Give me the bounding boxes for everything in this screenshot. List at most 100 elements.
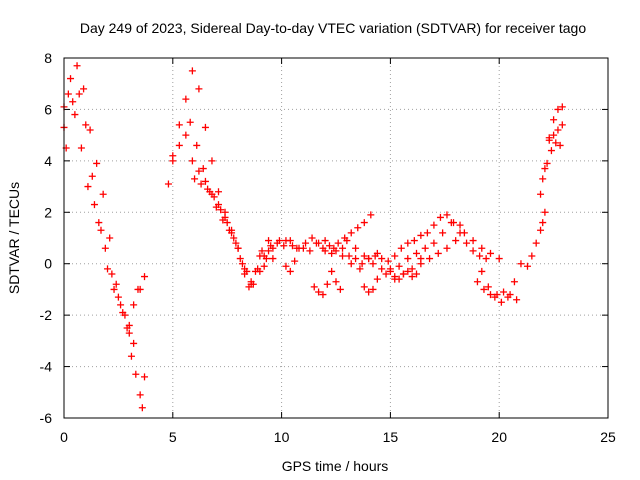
data-point-marker <box>528 252 536 260</box>
data-point-marker <box>104 265 112 273</box>
data-point-marker <box>480 285 488 293</box>
data-points <box>60 62 566 412</box>
data-point-marker <box>413 249 421 257</box>
data-point-marker <box>365 255 373 263</box>
y-tick-label: -2 <box>40 307 53 323</box>
data-point-marker <box>69 98 77 106</box>
data-point-marker <box>269 244 277 252</box>
data-point-marker <box>356 265 364 273</box>
data-point-marker <box>275 237 283 245</box>
data-point-marker <box>497 298 505 306</box>
grid-lines <box>64 58 608 418</box>
data-point-marker <box>358 260 366 268</box>
data-point-marker <box>188 157 196 165</box>
data-point-marker <box>486 249 494 257</box>
data-point-marker <box>286 267 294 275</box>
y-tick-label: 2 <box>44 204 52 220</box>
data-point-marker <box>265 237 273 245</box>
data-point-marker <box>347 229 355 237</box>
data-point-marker <box>319 291 327 299</box>
data-series <box>523 208 549 270</box>
data-point-marker <box>352 255 360 263</box>
data-point-marker <box>554 126 562 134</box>
data-point-marker <box>373 275 381 283</box>
data-point-marker <box>330 244 338 252</box>
data-point-marker <box>80 85 88 93</box>
data-point-marker <box>328 267 336 275</box>
data-point-marker <box>408 273 416 281</box>
data-point-marker <box>258 247 266 255</box>
data-point-marker <box>95 219 103 227</box>
data-point-marker <box>123 324 131 332</box>
data-point-marker <box>360 283 368 291</box>
data-point-marker <box>141 373 149 381</box>
data-point-marker <box>513 296 521 304</box>
data-point-marker <box>201 123 209 131</box>
data-point-marker <box>484 283 492 291</box>
data-point-marker <box>378 255 386 263</box>
data-series <box>537 103 566 198</box>
data-point-marker <box>323 280 331 288</box>
data-point-marker <box>439 229 447 237</box>
data-point-marker <box>77 144 85 152</box>
y-tick-label: 8 <box>44 50 52 66</box>
data-point-marker <box>112 280 120 288</box>
data-point-marker <box>495 255 503 263</box>
data-point-marker <box>238 260 246 268</box>
data-point-marker <box>260 262 268 270</box>
data-point-marker <box>426 255 434 263</box>
data-point-marker <box>443 244 451 252</box>
data-point-marker <box>343 237 351 245</box>
data-point-marker <box>430 239 438 247</box>
data-point-marker <box>262 255 270 263</box>
data-point-marker <box>539 175 547 183</box>
chart-title: Day 249 of 2023, Sidereal Day-to-day VTE… <box>80 20 587 36</box>
data-point-marker <box>106 234 114 242</box>
data-point-marker <box>71 111 79 119</box>
data-point-marker <box>399 270 407 278</box>
data-point-marker <box>280 242 288 250</box>
data-point-marker <box>334 239 342 247</box>
data-point-marker <box>378 265 386 273</box>
data-point-marker <box>552 139 560 147</box>
data-point-marker <box>539 219 547 227</box>
data-point-marker <box>223 219 231 227</box>
data-point-marker <box>134 285 142 293</box>
data-point-marker <box>243 267 251 275</box>
data-series <box>328 267 344 293</box>
data-point-marker <box>386 265 394 273</box>
data-point-marker <box>269 255 277 263</box>
data-point-marker <box>232 239 240 247</box>
data-point-marker <box>175 121 183 129</box>
data-point-marker <box>114 293 122 301</box>
data-point-marker <box>195 85 203 93</box>
data-point-marker <box>117 301 125 309</box>
data-point-marker <box>321 237 329 245</box>
x-tick-label: 20 <box>491 429 507 445</box>
data-point-marker <box>332 278 340 286</box>
x-tick-label: 10 <box>274 429 290 445</box>
data-point-marker <box>208 157 216 165</box>
data-point-marker <box>397 244 405 252</box>
data-series <box>343 219 464 275</box>
data-series <box>539 139 564 183</box>
data-point-marker <box>86 126 94 134</box>
data-point-marker <box>354 224 362 232</box>
data-point-marker <box>67 75 75 83</box>
data-point-marker <box>136 391 144 399</box>
data-point-marker <box>201 177 209 185</box>
data-point-marker <box>523 262 531 270</box>
data-point-marker <box>382 270 390 278</box>
data-point-marker <box>395 262 403 270</box>
x-tick-label: 15 <box>383 429 399 445</box>
data-point-marker <box>510 278 518 286</box>
data-series <box>310 280 331 299</box>
data-series <box>360 275 381 296</box>
data-point-marker <box>130 301 138 309</box>
data-point-marker <box>550 131 558 139</box>
data-series <box>478 260 525 306</box>
x-axis-label: GPS time / hours <box>282 458 389 474</box>
data-point-marker <box>543 159 551 167</box>
data-point-marker <box>545 134 553 142</box>
